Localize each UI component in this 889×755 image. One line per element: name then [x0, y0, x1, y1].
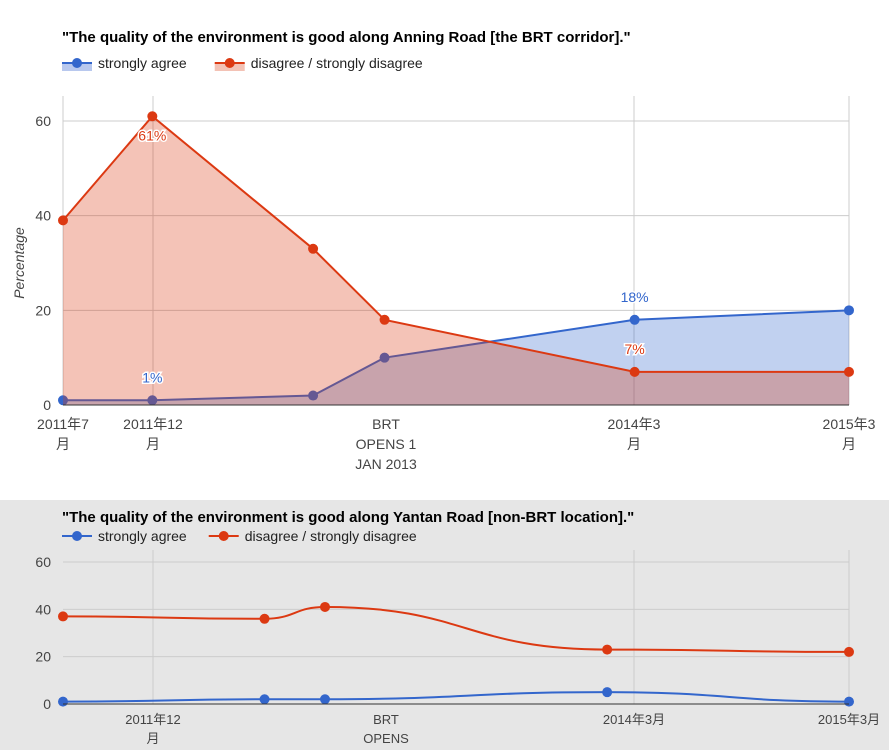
data-point [844, 646, 854, 657]
x-tick-label: 2014年3 月 [608, 416, 661, 452]
x-tick-line: 月 [146, 731, 159, 746]
legend-item-1: disagree / strongly disagree [208, 528, 417, 544]
series-line [63, 309, 850, 402]
data-point [147, 111, 158, 122]
data-point [308, 243, 319, 254]
data-point [58, 395, 68, 406]
data-point [320, 694, 330, 705]
y-axis-label: Percentage [11, 227, 27, 299]
data-point [844, 696, 854, 707]
chart-anning-road: "The quality of the environment is good … [11, 29, 876, 472]
data-label: 61% [138, 127, 166, 143]
series-0 [58, 305, 854, 406]
legend-item-1: disagree / strongly disagree [214, 55, 423, 71]
legend-item-0: strongly agree [62, 528, 187, 544]
legend-label: strongly agree [98, 528, 187, 544]
x-tick-label: 2011年7 月 [37, 416, 89, 452]
y-tick-label: 0 [43, 696, 51, 712]
x-tick-label: 2011年12 月 [123, 416, 183, 452]
series-0 [58, 687, 854, 707]
data-point [58, 611, 68, 622]
y-tick-label: 0 [43, 397, 51, 413]
y-tick-label: 20 [35, 302, 51, 318]
legend-label: strongly agree [98, 55, 187, 71]
legend-marker [224, 58, 235, 68]
x-tick-line: 2014年3月 [603, 712, 665, 727]
x-tick-line: 月 [842, 436, 856, 452]
x-tick-line: 2011年12 [123, 416, 183, 432]
y-tick-label: 60 [35, 554, 51, 570]
x-tick-line: 2014年3 [608, 416, 661, 432]
x-tick-line: BRT [373, 712, 399, 727]
x-tick-label: BRT OPENS [363, 712, 409, 746]
y-tick-label: 40 [35, 601, 51, 617]
x-tick-line: JAN 2013 [355, 456, 417, 472]
data-label: 7% [625, 341, 645, 357]
x-tick-label: 2011年12 月 [125, 712, 180, 746]
legend-label: disagree / strongly disagree [245, 528, 417, 544]
x-tick-label: 2015年3月 [818, 712, 880, 727]
x-tick-line: 月 [627, 436, 641, 452]
chart-title: "The quality of the environment is good … [62, 29, 631, 46]
x-tick-label: BRT OPENS 1 JAN 2013 [355, 416, 417, 472]
y-tick-label: 60 [35, 113, 51, 129]
data-point [629, 314, 640, 325]
legend-marker [72, 531, 82, 541]
chart-bottom-panel: "The quality of the environment is good … [0, 500, 889, 750]
x-tick-line: 2011年12 [125, 712, 180, 727]
series-1 [58, 111, 854, 406]
legend-marker [218, 531, 229, 541]
x-tick-label: 2015年3 月 [823, 416, 876, 452]
x-tick-line: 2015年3 [823, 416, 876, 432]
series-line [62, 691, 850, 703]
series-area [63, 116, 849, 406]
chart-yantan-road: "The quality of the environment is good … [35, 509, 880, 746]
data-point [259, 613, 270, 624]
data-point [629, 366, 640, 377]
legend-marker [72, 58, 82, 68]
data-point [379, 314, 390, 325]
x-tick-line: 月 [56, 436, 70, 452]
data-label: 1% [142, 369, 162, 385]
legend-label: disagree / strongly disagree [251, 55, 423, 71]
x-tick-line: OPENS [363, 731, 409, 746]
data-point [308, 390, 319, 401]
x-tick-line: OPENS 1 [356, 436, 417, 452]
series-area [63, 310, 849, 405]
data-point [602, 687, 613, 698]
data-point [844, 305, 854, 316]
x-tick-label: 2014年3月 [603, 712, 665, 727]
y-tick-label: 20 [35, 649, 51, 665]
data-point [147, 395, 158, 406]
legend-item-0: strongly agree [62, 55, 187, 71]
x-tick-line: BRT [372, 416, 400, 432]
y-tick-label: 40 [35, 208, 51, 224]
x-tick-line: 月 [146, 436, 160, 452]
series-line [62, 605, 850, 653]
chart-top-panel: "The quality of the environment is good … [11, 29, 876, 472]
chart-title: "The quality of the environment is good … [62, 509, 634, 526]
data-point [602, 644, 613, 655]
series-line [62, 114, 849, 373]
series-1 [58, 601, 854, 657]
data-point [320, 601, 330, 612]
data-point [58, 696, 68, 707]
data-point [379, 352, 390, 363]
x-tick-line: 2015年3月 [818, 712, 880, 727]
data-point [259, 694, 270, 705]
data-point [58, 215, 68, 226]
data-point [844, 366, 854, 377]
x-tick-line: 2011年7 [37, 416, 89, 432]
data-label: 18% [621, 289, 649, 305]
